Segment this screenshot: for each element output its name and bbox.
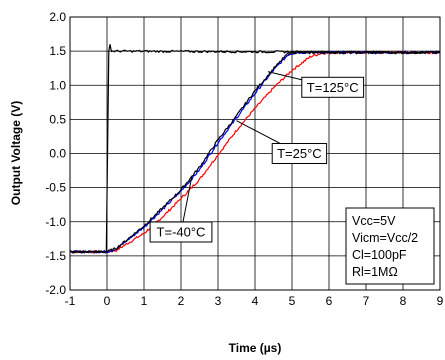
x-tick-label: 4	[252, 294, 259, 308]
tick-labels: -1 0 1 2 3 4 5 6 7 8 9 2.0 1.5 1.0 0.5 0.0 -0.5 -1.0 -1.5 -…	[45, 10, 443, 308]
x-tick-label: -1	[65, 294, 76, 308]
y-tick-label: -2.0	[45, 283, 66, 297]
condition-text: Cl=100pF	[352, 248, 407, 262]
condition-text: Rl=1MΩ	[352, 265, 398, 279]
x-tick-label: 6	[326, 294, 333, 308]
annotation-label: T=-40°C	[157, 224, 206, 239]
y-tick-label: 1.0	[49, 78, 66, 92]
condition-text: Vicm=Vcc/2	[352, 231, 418, 245]
x-tick-label: 9	[437, 294, 444, 308]
x-tick-label: 0	[104, 294, 111, 308]
annotation-box	[149, 221, 213, 243]
x-tick-label: 8	[400, 294, 407, 308]
condition-text: Vcc=5V	[352, 214, 396, 228]
x-tick-label: 7	[363, 294, 370, 308]
series-line	[69, 44, 441, 254]
y-tick-label: 0.0	[49, 147, 66, 161]
annotation-box	[301, 76, 365, 98]
conditions-frame	[345, 207, 435, 285]
y-tick-label: -0.5	[45, 181, 66, 195]
plot-frame	[69, 16, 441, 291]
y-tick-label: 0.5	[49, 112, 66, 126]
y-tick-label: 2.0	[49, 10, 66, 24]
annotation-box	[271, 143, 328, 164]
annotation-label: T=25°C	[277, 146, 322, 161]
y-tick-label: -1.5	[45, 249, 66, 263]
series-group	[69, 44, 441, 254]
test-conditions-box: Vcc=5V Vicm=Vcc/2 Cl=100pF Rl=1MΩ	[345, 207, 435, 285]
y-tick-label: -1.0	[45, 215, 66, 229]
annotation-label: T=125°C	[307, 80, 359, 95]
annotations: T=125°C T=25°C T=-40°C	[149, 71, 365, 243]
y-axis-title: Output Voltage (V)	[9, 101, 23, 205]
x-tick-label: 1	[141, 294, 148, 308]
x-tick-label: 3	[215, 294, 222, 308]
y-tick-label: 1.5	[49, 44, 66, 58]
x-tick-label: 2	[178, 294, 185, 308]
x-axis-title: Time (µs)	[229, 341, 282, 355]
x-tick-label: 5	[289, 294, 296, 308]
